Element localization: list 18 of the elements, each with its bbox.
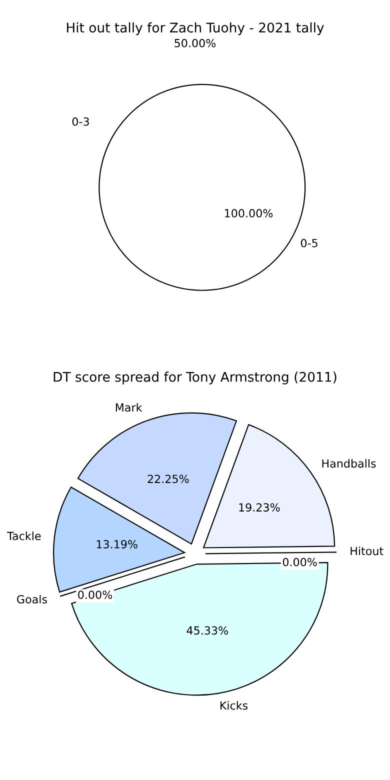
category-label: Goals <box>17 594 47 604</box>
data-label: 45.33% <box>186 626 228 635</box>
data-label: 22.25% <box>148 474 189 484</box>
data-label: 19.23% <box>239 503 280 512</box>
chart-title: Hit out tally for Zach Tuohy - 2021 tally <box>66 22 324 36</box>
slice-label: Kicks <box>220 701 248 710</box>
chart-title: DT score spread for Tony Armstrong (2011) <box>54 372 336 384</box>
category-label: Hitout <box>350 546 384 556</box>
slice-label: Handballs <box>322 459 376 468</box>
text: 0.00% <box>78 590 112 600</box>
slice-label: Mark <box>116 403 142 412</box>
text: 0.00% <box>282 558 317 566</box>
text: 50.00% <box>174 38 216 48</box>
slice-label: 0-5 <box>300 238 318 248</box>
category-label: 0-3 <box>72 117 89 126</box>
data-label: 100.00% <box>225 209 273 218</box>
data-label: 13.19% <box>96 540 138 548</box>
slice-label: Tackle <box>7 532 41 540</box>
